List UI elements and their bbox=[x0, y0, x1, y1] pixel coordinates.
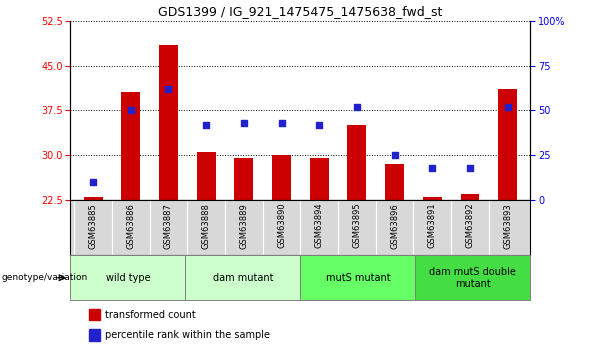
Bar bbox=[89, 329, 101, 341]
Bar bbox=[84, 197, 102, 200]
Text: GSM63891: GSM63891 bbox=[428, 203, 437, 248]
Point bbox=[88, 179, 98, 185]
Text: GSM63887: GSM63887 bbox=[164, 203, 173, 249]
Text: GSM63888: GSM63888 bbox=[202, 203, 211, 249]
Text: percentile rank within the sample: percentile rank within the sample bbox=[105, 330, 270, 340]
Text: GSM63890: GSM63890 bbox=[277, 203, 286, 248]
Text: GSM63885: GSM63885 bbox=[89, 203, 97, 249]
Bar bbox=[310, 158, 329, 200]
Bar bbox=[423, 197, 442, 200]
Text: dam mutant: dam mutant bbox=[213, 273, 273, 283]
Point bbox=[503, 104, 512, 110]
Text: GSM63892: GSM63892 bbox=[465, 203, 474, 248]
Point bbox=[427, 165, 437, 170]
Point bbox=[465, 165, 475, 170]
Bar bbox=[89, 309, 101, 320]
Text: mutS mutant: mutS mutant bbox=[326, 273, 390, 283]
Bar bbox=[348, 125, 367, 200]
Text: wild type: wild type bbox=[105, 273, 150, 283]
Bar bbox=[272, 155, 291, 200]
Bar bbox=[197, 152, 216, 200]
Bar bbox=[121, 92, 140, 200]
Text: transformed count: transformed count bbox=[105, 310, 196, 320]
Bar bbox=[186, 255, 300, 300]
Text: GSM63894: GSM63894 bbox=[314, 203, 324, 248]
Point bbox=[239, 120, 249, 126]
Bar bbox=[159, 45, 178, 200]
Point bbox=[390, 152, 400, 158]
Text: GSM63893: GSM63893 bbox=[503, 203, 512, 249]
Point bbox=[164, 86, 173, 92]
Bar bbox=[416, 255, 530, 300]
Text: GSM63889: GSM63889 bbox=[239, 203, 248, 249]
Text: GSM63886: GSM63886 bbox=[126, 203, 135, 249]
Point bbox=[314, 122, 324, 128]
Bar bbox=[460, 194, 479, 200]
Bar bbox=[385, 164, 404, 200]
Point bbox=[276, 120, 286, 126]
Text: GSM63896: GSM63896 bbox=[390, 203, 399, 249]
Bar bbox=[300, 255, 416, 300]
Bar bbox=[498, 89, 517, 200]
Text: genotype/variation: genotype/variation bbox=[1, 273, 88, 282]
Point bbox=[201, 122, 211, 128]
Bar bbox=[234, 158, 253, 200]
Text: GSM63895: GSM63895 bbox=[352, 203, 362, 248]
Point bbox=[126, 108, 135, 113]
Text: dam mutS double
mutant: dam mutS double mutant bbox=[429, 267, 516, 288]
Bar bbox=[70, 255, 186, 300]
Title: GDS1399 / IG_921_1475475_1475638_fwd_st: GDS1399 / IG_921_1475475_1475638_fwd_st bbox=[158, 5, 443, 18]
Point bbox=[352, 104, 362, 110]
